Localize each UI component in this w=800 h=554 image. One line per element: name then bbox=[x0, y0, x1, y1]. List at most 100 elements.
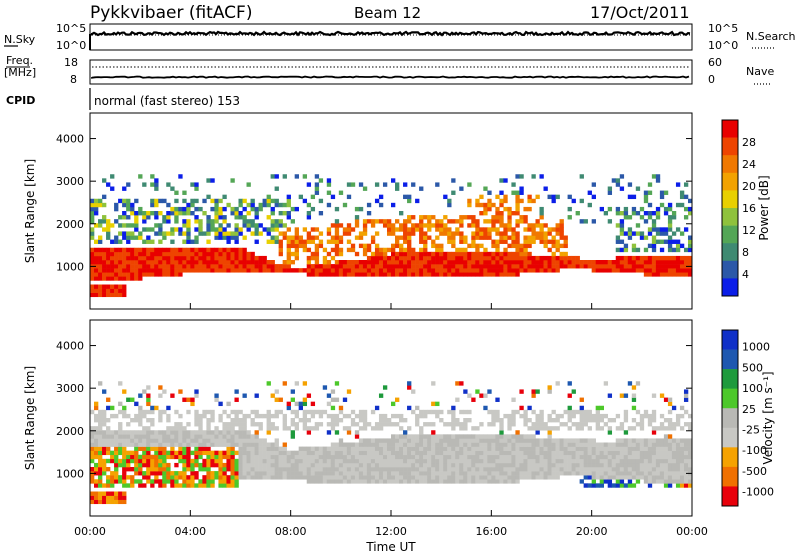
velocity-cell bbox=[499, 454, 504, 460]
velocity-cell bbox=[675, 462, 681, 468]
velocity-cell bbox=[663, 426, 669, 431]
power-cell bbox=[491, 255, 496, 261]
velocity-cell bbox=[459, 381, 464, 386]
velocity-cell bbox=[643, 475, 649, 480]
velocity-cell bbox=[246, 413, 251, 419]
velocity-cell bbox=[639, 438, 645, 443]
velocity-cell bbox=[683, 483, 689, 488]
power-cell bbox=[503, 251, 508, 257]
velocity-cell bbox=[270, 454, 275, 460]
velocity-cell bbox=[318, 450, 324, 456]
velocity-cell bbox=[326, 422, 332, 427]
power-cell bbox=[362, 219, 368, 224]
power-cell bbox=[615, 239, 621, 244]
power-cell bbox=[463, 268, 468, 273]
velocity-cell bbox=[463, 458, 468, 464]
velocity-cell bbox=[619, 462, 625, 468]
power-cell bbox=[286, 194, 291, 200]
velocity-colorbar-swatch bbox=[722, 486, 738, 507]
power-cell bbox=[407, 227, 412, 232]
power-cell bbox=[286, 247, 291, 253]
velocity-cell bbox=[118, 475, 123, 480]
power-cell bbox=[563, 264, 568, 269]
velocity-cell bbox=[663, 450, 669, 456]
power-cell bbox=[230, 247, 235, 253]
velocity-cell bbox=[643, 409, 649, 415]
velocity-cell bbox=[531, 454, 536, 460]
power-cell bbox=[475, 247, 480, 253]
velocity-cell bbox=[210, 434, 215, 439]
power-cell bbox=[487, 268, 492, 273]
power-cell bbox=[535, 235, 540, 240]
power-cell bbox=[262, 202, 267, 208]
power-cell bbox=[354, 223, 360, 228]
velocity-cell bbox=[134, 442, 139, 447]
velocity-cell bbox=[198, 438, 203, 443]
velocity-cell bbox=[382, 438, 388, 443]
power-cell bbox=[407, 198, 412, 204]
velocity-cell bbox=[146, 446, 151, 451]
power-cell bbox=[515, 251, 520, 257]
power-cell bbox=[134, 260, 139, 265]
velocity-cell bbox=[170, 393, 175, 398]
power-cell bbox=[126, 260, 131, 265]
velocity-cell bbox=[342, 397, 348, 402]
velocity-cell bbox=[571, 389, 576, 394]
power-colorbar-tick-label: 24 bbox=[742, 158, 756, 171]
velocity-cell bbox=[338, 409, 344, 415]
power-cell bbox=[663, 227, 669, 232]
power-cell bbox=[523, 247, 528, 253]
velocity-cell bbox=[122, 458, 127, 464]
velocity-cell bbox=[455, 479, 460, 484]
power-cell bbox=[174, 206, 179, 212]
velocity-cell bbox=[142, 475, 147, 480]
velocity-cell bbox=[302, 401, 308, 407]
power-cell bbox=[298, 235, 303, 240]
power-cell bbox=[366, 255, 372, 261]
power-cell bbox=[378, 264, 384, 269]
power-cell bbox=[483, 268, 488, 273]
velocity-cell bbox=[214, 458, 219, 464]
power-cell bbox=[679, 194, 685, 200]
velocity-cell bbox=[459, 409, 464, 415]
velocity-cell bbox=[439, 446, 444, 451]
power-cell bbox=[535, 264, 540, 269]
power-cell bbox=[334, 231, 340, 236]
velocity-cell bbox=[687, 426, 693, 431]
velocity-cell bbox=[94, 446, 99, 451]
velocity-cell bbox=[102, 438, 107, 443]
velocity-cell bbox=[427, 479, 432, 484]
velocity-cell bbox=[250, 450, 255, 456]
power-cell bbox=[531, 235, 536, 240]
power-cell bbox=[427, 264, 432, 269]
power-cell bbox=[250, 268, 255, 273]
velocity-cell bbox=[98, 483, 103, 488]
power-cell bbox=[366, 202, 372, 208]
power-cell bbox=[346, 182, 352, 187]
power-colorbar-swatch bbox=[722, 225, 738, 244]
velocity-cell bbox=[194, 389, 199, 394]
velocity-cell bbox=[218, 475, 223, 480]
velocity-cell bbox=[595, 409, 600, 415]
power-cell bbox=[651, 223, 657, 228]
velocity-cell bbox=[475, 458, 480, 464]
velocity-cell bbox=[639, 446, 645, 451]
velocity-cell bbox=[431, 401, 436, 407]
velocity-cell bbox=[511, 471, 516, 476]
velocity-cell bbox=[639, 426, 645, 431]
power-cell bbox=[202, 251, 207, 257]
velocity-cell bbox=[258, 454, 263, 460]
velocity-cell bbox=[495, 434, 500, 439]
power-cell bbox=[575, 264, 580, 269]
velocity-cell bbox=[230, 475, 235, 480]
velocity-cell bbox=[302, 450, 308, 456]
velocity-cell bbox=[238, 458, 243, 464]
velocity-cell bbox=[471, 438, 476, 443]
velocity-cell bbox=[142, 409, 147, 415]
power-cell bbox=[659, 227, 665, 232]
velocity-cell bbox=[330, 397, 336, 402]
power-cell bbox=[427, 268, 432, 273]
velocity-cell bbox=[118, 499, 123, 505]
velocity-cell bbox=[306, 471, 312, 476]
velocity-cell bbox=[134, 454, 139, 460]
